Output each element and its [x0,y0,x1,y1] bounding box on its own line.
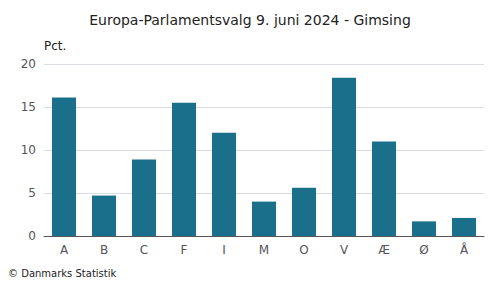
svg-text:© Danmarks Statistik: © Danmarks Statistik [8,268,117,279]
svg-text:O: O [299,243,308,257]
svg-text:10: 10 [21,143,36,157]
svg-text:0: 0 [28,229,36,243]
svg-text:C: C [140,243,148,257]
svg-text:Å: Å [460,242,469,257]
svg-text:M: M [259,243,269,257]
svg-text:A: A [60,243,69,257]
svg-text:V: V [340,243,349,257]
svg-text:Ø: Ø [419,243,428,257]
svg-text:5: 5 [28,186,36,200]
svg-text:F: F [181,243,188,257]
svg-text:Æ: Æ [378,243,390,257]
svg-text:15: 15 [21,100,36,114]
svg-text:B: B [100,243,108,257]
svg-text:20: 20 [21,57,36,71]
svg-text:Pct.: Pct. [44,39,66,53]
svg-text:I: I [222,243,226,257]
svg-text:Europa-Parlamentsvalg 9. juni: Europa-Parlamentsvalg 9. juni 2024 - Gim… [89,12,411,28]
